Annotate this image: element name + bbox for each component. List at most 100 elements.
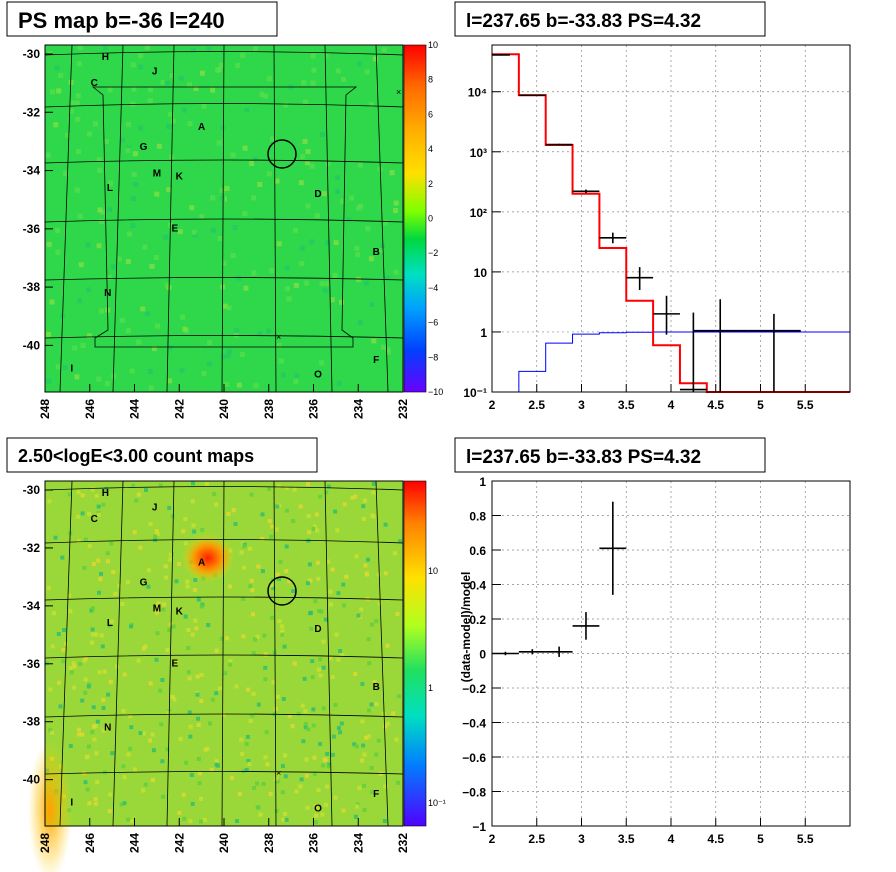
ps-map-pixel — [164, 80, 170, 86]
residual-y-tick-label: 1 — [479, 475, 486, 489]
ps-map-pixel — [354, 246, 360, 251]
spectrum-title-box — [454, 1, 766, 37]
spectrum-y-tick-label: 10² — [470, 206, 487, 220]
count-map-pixel — [249, 492, 254, 497]
ps-map-pixel — [393, 200, 399, 206]
ps-map-pixel — [221, 260, 227, 266]
count-map-pixel — [76, 539, 81, 543]
count-map-pixel — [93, 797, 98, 802]
ps-map-cross-marker-2: × — [396, 87, 401, 97]
ps-map-pixel — [129, 368, 135, 374]
ps-map-pixel — [311, 67, 317, 73]
count-map-pixel — [325, 752, 330, 756]
count-map-pixel — [292, 487, 297, 492]
count-map-pixel — [170, 694, 175, 699]
count-map-pixel — [84, 656, 88, 661]
residual-y-tick-label: 0.8 — [469, 510, 486, 524]
ps-map-pixel — [182, 326, 188, 332]
count-map-pixel — [251, 691, 256, 696]
spectrum-x-tick-label: 4 — [668, 398, 675, 412]
ps-map-pixel — [201, 103, 207, 109]
count-map-pixel — [205, 746, 210, 751]
ps-map-pixel — [314, 213, 320, 219]
count-map-pixel — [316, 807, 321, 812]
ps-map-pixel — [236, 382, 242, 388]
count-map-pixel — [309, 626, 314, 631]
count-map-pixel — [223, 671, 228, 676]
ps-map-pixel — [156, 143, 162, 149]
count-map-pixel — [287, 714, 292, 719]
count-map-pixel — [306, 727, 311, 732]
count-map-pixel — [197, 771, 202, 776]
ps-map-pixel — [138, 53, 144, 59]
ps-map-pixel — [168, 111, 174, 117]
count-map-source-K: K — [176, 607, 184, 618]
ps-map-source-labels: H J C A G M K L D E B N I F O — [70, 52, 379, 381]
count-map-pixel — [283, 774, 288, 779]
count-map-pixel — [199, 819, 203, 824]
count-map-pixel — [339, 721, 344, 726]
ps-map-pixel — [131, 171, 137, 177]
count-map-pixel — [87, 801, 92, 806]
count-map-pixel — [87, 744, 91, 749]
ps-map-colorbar-tick: 2 — [428, 179, 433, 189]
count-map-pixel — [344, 574, 349, 579]
ps-map-source-O: O — [314, 369, 322, 380]
count-map-pixel — [323, 617, 328, 622]
count-map-pixel — [311, 707, 316, 712]
ps-map-pixel — [240, 53, 246, 59]
count-map-pixel — [154, 529, 159, 534]
ps-map-pixel — [55, 228, 61, 234]
count-map-pixel — [311, 723, 316, 728]
count-map-pixel — [280, 790, 285, 795]
count-map-pixel — [83, 537, 88, 542]
count-map-pixel — [129, 819, 134, 824]
count-map-pixel — [185, 579, 190, 584]
ps-map-pixel — [180, 314, 185, 320]
count-map-pixel — [177, 562, 181, 566]
count-map-pixel — [394, 737, 399, 742]
count-map-pixel — [48, 728, 53, 733]
ps-map-x-tick-label: 238 — [262, 399, 276, 419]
count-map-pixel — [306, 514, 311, 519]
count-map-pixel — [333, 509, 338, 514]
count-map-pixel — [128, 746, 133, 751]
count-map-pixel — [154, 610, 159, 615]
ps-map-pixel — [55, 249, 61, 255]
count-map-pixel — [319, 609, 324, 614]
count-map-title-box — [6, 437, 318, 473]
count-map-pixel — [101, 706, 106, 710]
ps-map-pixel — [189, 205, 195, 211]
count-map-pixel — [364, 735, 369, 740]
ps-map-pixel — [75, 93, 81, 99]
count-map-pixel — [310, 659, 315, 664]
count-map-source-L: L — [107, 618, 113, 629]
count-map-pixel — [365, 572, 370, 577]
count-map-pixel — [104, 486, 109, 491]
count-map-pixel — [99, 633, 104, 638]
count-map-pixel — [163, 575, 168, 580]
ps-map-pixel — [322, 288, 328, 294]
ps-map-pixel — [389, 170, 395, 176]
ps-map-pixel — [119, 137, 125, 143]
count-map-pixel — [106, 559, 110, 564]
count-map-colorbar-tick-10: 10 — [428, 566, 438, 576]
count-map-pixel — [194, 626, 199, 631]
count-map-pixel — [199, 673, 204, 677]
ps-map-pixel — [76, 61, 82, 67]
count-map-pixel — [369, 702, 374, 707]
ps-map-pixel — [149, 263, 155, 269]
count-map-pixel — [76, 727, 81, 732]
ps-map-pixel — [309, 239, 315, 245]
count-map-pixel — [193, 618, 198, 623]
spectrum-x-ticks: 2 2.5 3 3.5 4 4.5 5 5.5 — [489, 384, 814, 412]
ps-map-pixel — [371, 338, 377, 344]
count-map-pixel — [185, 584, 190, 589]
count-map-pixel — [126, 752, 131, 757]
count-map-source-C: C — [91, 514, 98, 525]
count-map-pixel — [101, 502, 106, 507]
count-map-source-F: F — [373, 789, 379, 800]
count-map-pixel — [256, 702, 261, 707]
ps-map-pixel — [178, 75, 184, 81]
